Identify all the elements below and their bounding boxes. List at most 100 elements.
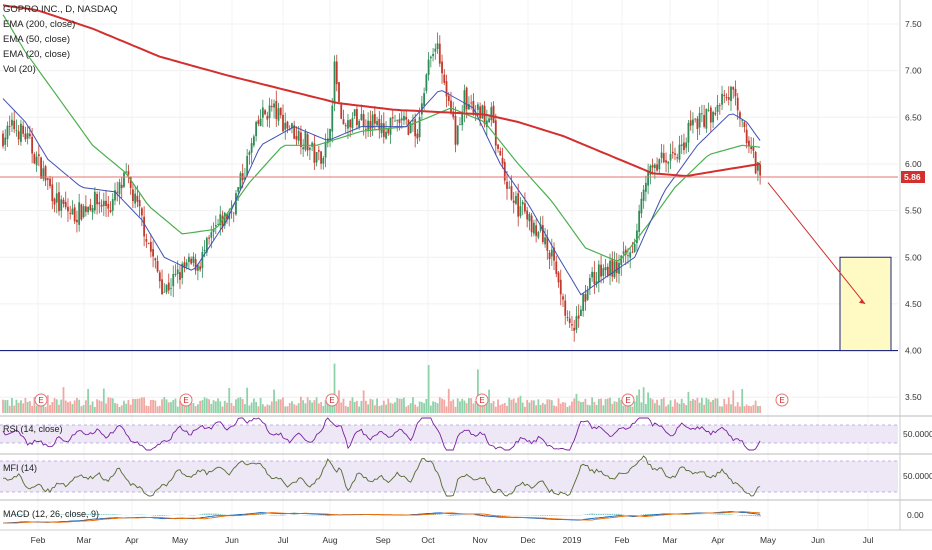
candle-body bbox=[217, 223, 219, 225]
macd-histogram-bar bbox=[206, 513, 208, 515]
candle-body bbox=[651, 165, 654, 168]
volume-bar bbox=[470, 398, 473, 413]
volume-bar bbox=[636, 395, 638, 413]
volume-bar bbox=[750, 406, 753, 413]
mfi-label[interactable]: MFI (14) bbox=[3, 463, 38, 473]
volume-bar bbox=[667, 404, 670, 413]
volume-bar bbox=[335, 401, 338, 413]
volume-bar bbox=[463, 400, 466, 413]
candle-body bbox=[244, 176, 246, 180]
candle-body bbox=[73, 207, 76, 222]
volume-bar bbox=[109, 397, 112, 413]
candle-body bbox=[252, 136, 255, 146]
volume-bar bbox=[606, 398, 609, 413]
volume-bar bbox=[37, 399, 40, 413]
volume-bar bbox=[105, 403, 107, 413]
month-tick-label: Jun bbox=[225, 535, 239, 545]
symbol-title[interactable]: GOPRO INC., D, NASDAQ bbox=[3, 4, 118, 15]
volume-bar bbox=[24, 397, 27, 413]
volume-bar bbox=[338, 390, 340, 413]
candle-body bbox=[479, 106, 482, 119]
volume-bar bbox=[91, 401, 94, 413]
candle-body bbox=[459, 124, 461, 126]
candle-body bbox=[176, 269, 179, 275]
ema20-legend[interactable]: EMA (20, close) bbox=[3, 49, 71, 60]
candle-body bbox=[302, 147, 305, 150]
candle-body bbox=[55, 193, 58, 203]
rsi-line bbox=[2, 417, 761, 451]
candle-body bbox=[76, 219, 78, 223]
macd-label[interactable]: MACD (12, 26, close, 9) bbox=[3, 509, 100, 519]
volume-bar bbox=[571, 401, 573, 413]
candle-body bbox=[723, 94, 726, 97]
volume-bar bbox=[192, 403, 195, 413]
ema200-legend[interactable]: EMA (200, close) bbox=[3, 19, 76, 30]
candle-body bbox=[60, 199, 63, 211]
candle-body bbox=[748, 140, 750, 147]
candle-body bbox=[669, 153, 672, 161]
rsi-band bbox=[0, 425, 898, 443]
volume-bar bbox=[492, 401, 495, 413]
volume-bar bbox=[15, 399, 18, 413]
volume-bar bbox=[161, 399, 163, 413]
volume-bar bbox=[642, 387, 645, 413]
macd-histogram-bar bbox=[604, 513, 607, 515]
volume-bar bbox=[284, 406, 287, 413]
volume-bar bbox=[494, 406, 497, 413]
candle-body bbox=[741, 120, 744, 122]
macd-histogram-bar bbox=[598, 513, 600, 515]
candle-body bbox=[595, 281, 598, 284]
volume-bar bbox=[53, 398, 56, 413]
volume-bar bbox=[80, 406, 83, 413]
candle-body bbox=[140, 208, 143, 216]
macd-histogram-bar bbox=[499, 515, 502, 516]
volume-bar bbox=[84, 400, 87, 413]
volume-bar bbox=[429, 405, 432, 413]
macd-histogram-bar bbox=[221, 514, 224, 515]
ema50-legend[interactable]: EMA (50, close) bbox=[3, 34, 71, 45]
mfi-band bbox=[0, 461, 898, 492]
macd-histogram-bar bbox=[69, 514, 71, 515]
volume-bar bbox=[683, 403, 685, 413]
candle-body bbox=[387, 129, 390, 134]
macd-histogram-bar bbox=[501, 515, 504, 516]
candle-body bbox=[275, 100, 278, 119]
volume-bar bbox=[270, 401, 273, 413]
candle-body bbox=[566, 317, 569, 319]
candle-body bbox=[333, 61, 336, 105]
volume-bar bbox=[221, 406, 224, 413]
rsi-label[interactable]: RSI (14, close) bbox=[3, 424, 63, 434]
candle-body bbox=[270, 105, 273, 108]
candle-body bbox=[631, 251, 634, 253]
macd-histogram-bar bbox=[503, 515, 506, 516]
candle-body bbox=[344, 125, 347, 127]
candle-body bbox=[127, 171, 130, 175]
volume-bar bbox=[358, 406, 361, 413]
volume-bar bbox=[255, 401, 258, 413]
volume-bar bbox=[89, 404, 92, 413]
candle-body bbox=[683, 142, 685, 151]
volume-bar bbox=[647, 392, 650, 413]
volume-legend[interactable]: Vol (20) bbox=[3, 64, 36, 75]
earnings-marker-label: E bbox=[625, 396, 630, 405]
macd-histogram-bar bbox=[727, 514, 730, 515]
candle-body bbox=[353, 109, 356, 116]
volume-bar bbox=[149, 399, 152, 413]
macd-histogram-bar bbox=[217, 513, 219, 515]
candle-body bbox=[703, 115, 706, 127]
volume-bar bbox=[196, 404, 199, 413]
candle-body bbox=[118, 182, 121, 195]
volume-bar bbox=[723, 398, 726, 413]
volume-bar bbox=[114, 403, 116, 413]
candle-body bbox=[22, 125, 25, 134]
volume-bar bbox=[385, 404, 387, 413]
candle-body bbox=[163, 291, 166, 293]
candle-body bbox=[519, 206, 522, 217]
candle-body bbox=[416, 133, 419, 139]
macd-histogram-bar bbox=[318, 515, 320, 516]
volume-bar bbox=[17, 402, 20, 413]
candle-body bbox=[447, 95, 450, 102]
macd-histogram-bar bbox=[741, 515, 743, 516]
